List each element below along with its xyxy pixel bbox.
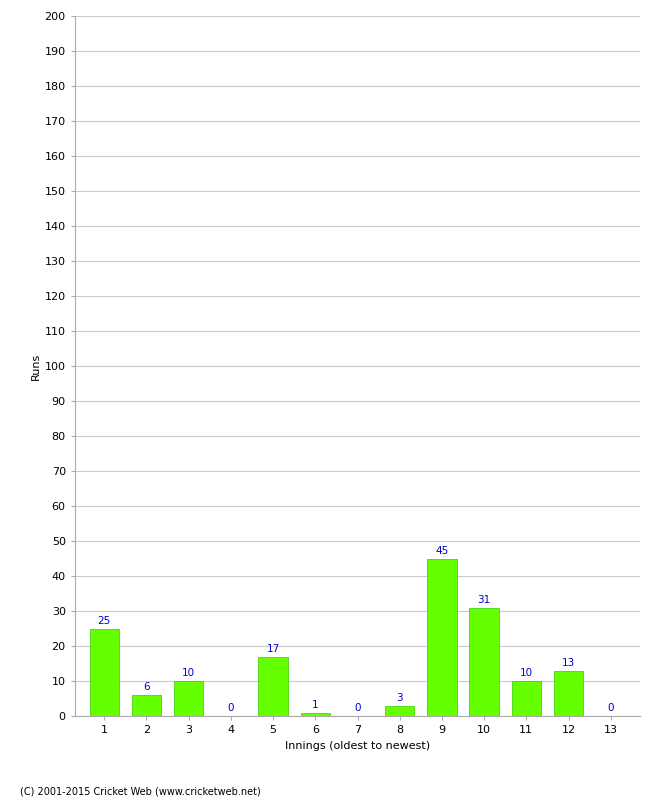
Bar <box>132 695 161 716</box>
Text: 3: 3 <box>396 693 403 702</box>
Text: 13: 13 <box>562 658 575 668</box>
Text: (C) 2001-2015 Cricket Web (www.cricketweb.net): (C) 2001-2015 Cricket Web (www.cricketwe… <box>20 786 260 796</box>
Bar <box>174 681 203 716</box>
Text: 17: 17 <box>266 644 280 654</box>
Bar <box>554 670 583 716</box>
Text: 31: 31 <box>478 594 491 605</box>
Bar <box>300 713 330 716</box>
Text: 0: 0 <box>354 703 361 714</box>
Text: 25: 25 <box>98 616 111 626</box>
Bar <box>427 558 457 716</box>
Bar <box>258 657 288 716</box>
X-axis label: Innings (oldest to newest): Innings (oldest to newest) <box>285 741 430 750</box>
Text: 6: 6 <box>143 682 150 692</box>
Text: 0: 0 <box>227 703 234 714</box>
Bar <box>469 607 499 716</box>
Text: 45: 45 <box>436 546 448 556</box>
Text: 10: 10 <box>520 668 533 678</box>
Bar <box>90 629 119 716</box>
Text: 1: 1 <box>312 700 318 710</box>
Y-axis label: Runs: Runs <box>31 352 40 380</box>
Text: 0: 0 <box>608 703 614 714</box>
Text: 10: 10 <box>182 668 195 678</box>
Bar <box>385 706 415 716</box>
Bar <box>512 681 541 716</box>
